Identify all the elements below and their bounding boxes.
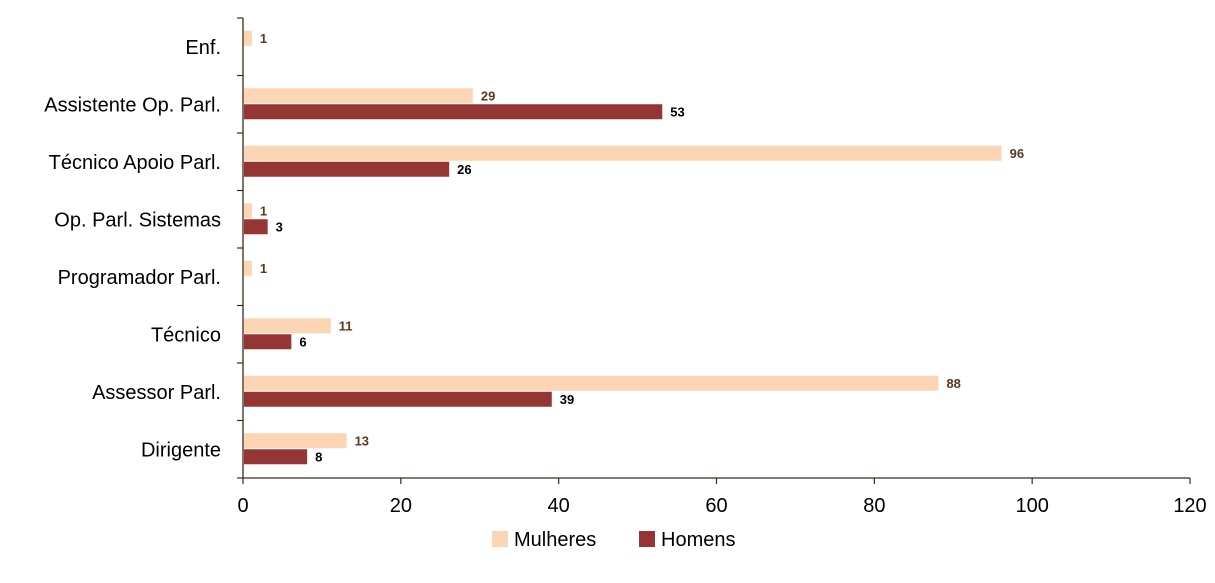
x-tick-label: 80 xyxy=(863,495,885,517)
data-label-mulheres: 88 xyxy=(946,376,960,391)
bars xyxy=(244,30,1002,465)
legend-label: Homens xyxy=(661,529,735,551)
category-label: Programador Parl. xyxy=(58,267,221,289)
labels: Enf. 1 Assistente Op. Parl. 29 53 Técnico Apo… xyxy=(44,31,1024,465)
bar-mulheres xyxy=(244,433,347,449)
bar-mulheres xyxy=(244,145,1002,161)
legend-homens: Homens xyxy=(639,529,735,551)
bar-mulheres xyxy=(244,375,939,391)
bar-homens xyxy=(244,161,450,177)
bar-homens xyxy=(244,391,552,407)
category-label: Técnico xyxy=(151,324,221,346)
axes: 0 20 40 60 80 100 120 xyxy=(237,17,1207,517)
data-label-mulheres: 29 xyxy=(481,88,495,103)
legend: Mulheres Homens xyxy=(492,529,735,551)
bar-mulheres xyxy=(244,88,473,104)
data-label-mulheres: 13 xyxy=(355,433,369,448)
data-label-mulheres: 11 xyxy=(339,318,353,333)
data-label-homens: 6 xyxy=(299,334,306,349)
data-label-homens: 3 xyxy=(276,219,283,234)
bar-mulheres xyxy=(244,260,252,276)
legend-swatch xyxy=(639,531,655,547)
x-tick-label: 20 xyxy=(390,495,412,517)
bar-homens xyxy=(244,334,292,350)
data-label-homens: 53 xyxy=(670,104,684,119)
legend-swatch xyxy=(492,531,508,547)
x-tick-label: 60 xyxy=(705,495,727,517)
data-label-homens: 39 xyxy=(560,392,574,407)
category-label: Técnico Apoio Parl. xyxy=(49,152,221,174)
data-label-mulheres: 1 xyxy=(260,261,267,276)
legend-label: Mulheres xyxy=(514,529,596,551)
x-tick-label: 120 xyxy=(1173,495,1206,517)
data-label-homens: 26 xyxy=(457,162,471,177)
category-label: Dirigente xyxy=(141,439,221,461)
data-label-mulheres: 1 xyxy=(260,203,267,218)
bar-homens xyxy=(244,219,268,235)
x-tick-label: 100 xyxy=(1015,495,1048,517)
data-label-mulheres: 1 xyxy=(260,31,267,46)
bar-mulheres xyxy=(244,203,252,219)
bar-homens xyxy=(244,449,308,465)
category-label: Assessor Parl. xyxy=(92,382,221,404)
bar-homens xyxy=(244,104,663,120)
x-tick-label: 40 xyxy=(548,495,570,517)
data-label-homens: 8 xyxy=(315,449,322,464)
bar-mulheres xyxy=(244,30,252,46)
category-label: Assistente Op. Parl. xyxy=(44,94,221,116)
legend-mulheres: Mulheres xyxy=(492,529,596,551)
category-label: Op. Parl. Sistemas xyxy=(54,209,221,231)
x-tick-label: 0 xyxy=(237,495,248,517)
category-label: Enf. xyxy=(185,37,221,59)
data-label-mulheres: 96 xyxy=(1010,146,1024,161)
bar-mulheres xyxy=(244,318,331,334)
